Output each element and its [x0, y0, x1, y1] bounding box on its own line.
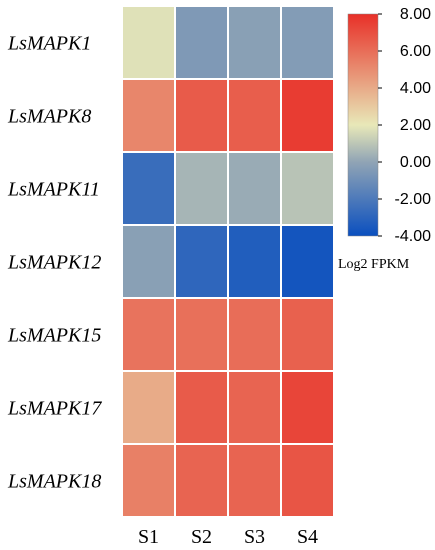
heatmap-cell-LsMAPK18-S2 [174, 443, 229, 518]
heatmap-cell-LsMAPK12-S1 [121, 224, 176, 299]
row-label: LsMAPK1 [7, 33, 91, 55]
heatmap-cell-LsMAPK15-S3 [227, 297, 282, 372]
heatmap-cell-LsMAPK11-S3 [227, 151, 282, 226]
row-label: LsMAPK8 [7, 106, 91, 128]
colorbar-tick-label: 2.00 [400, 117, 431, 134]
heatmap-cell-LsMAPK18-S3 [227, 443, 282, 518]
heatmap-cell-LsMAPK8-S4 [280, 78, 335, 153]
column-labels: S1 S2 S3 S4 [138, 526, 318, 548]
row-label: LsMAPK15 [7, 325, 101, 347]
colorbar-ticks: 8.00 6.00 4.00 2.00 0.00 -2.00 -4.00 [378, 6, 431, 245]
heatmap-cell-LsMAPK11-S4 [280, 151, 335, 226]
colorbar-tick-label: 6.00 [400, 43, 431, 60]
colorbar: 8.00 6.00 4.00 2.00 0.00 -2.00 -4.00 Log2 FPKM [338, 6, 431, 272]
heatmap-cell-LsMAPK12-S3 [227, 224, 282, 299]
colorbar-tick-label: -4.00 [395, 228, 432, 245]
heatmap-cell-LsMAPK18-S1 [121, 443, 176, 518]
heatmap-cell-LsMAPK15-S1 [121, 297, 176, 372]
heatmap-cell-LsMAPK17-S3 [227, 370, 282, 445]
heatmap-cell-LsMAPK12-S4 [280, 224, 335, 299]
colorbar-gradient [347, 13, 379, 237]
heatmap-cell-LsMAPK8-S1 [121, 78, 176, 153]
heatmap-cell-LsMAPK15-S2 [174, 297, 229, 372]
heatmap-cell-LsMAPK11-S1 [121, 151, 176, 226]
heatmap-cell-LsMAPK1-S1 [121, 5, 176, 80]
heatmap-cell-LsMAPK17-S2 [174, 370, 229, 445]
row-label: LsMAPK11 [7, 179, 100, 201]
row-label: LsMAPK12 [7, 252, 101, 274]
heatmap-cell-LsMAPK1-S3 [227, 5, 282, 80]
row-label: LsMAPK17 [7, 398, 102, 420]
colorbar-tick-label: 8.00 [400, 6, 431, 23]
column-label: S4 [297, 526, 318, 548]
heatmap-cell-LsMAPK1-S2 [174, 5, 229, 80]
heatmap-cell-LsMAPK1-S4 [280, 5, 335, 80]
colorbar-tick-label: 0.00 [400, 154, 431, 171]
column-label: S3 [244, 526, 265, 548]
colorbar-tick-label: 4.00 [400, 80, 431, 97]
heatmap-cell-LsMAPK15-S4 [280, 297, 335, 372]
heatmap-cell-LsMAPK11-S2 [174, 151, 229, 226]
heatmap-cell-LsMAPK8-S3 [227, 78, 282, 153]
heatmap-cell-LsMAPK18-S4 [280, 443, 335, 518]
column-label: S2 [191, 526, 212, 548]
column-label: S1 [138, 526, 159, 548]
colorbar-tick-label: -2.00 [395, 191, 432, 208]
heatmap-cell-LsMAPK12-S2 [174, 224, 229, 299]
row-label: LsMAPK18 [7, 471, 101, 493]
heatmap-cells [121, 5, 335, 518]
heatmap-cell-LsMAPK17-S4 [280, 370, 335, 445]
row-labels: LsMAPK1 LsMAPK8 LsMAPK11 LsMAPK12 LsMAPK15 Ls… [7, 33, 102, 493]
colorbar-title: Log2 FPKM [338, 257, 410, 272]
heatmap-cell-LsMAPK17-S1 [121, 370, 176, 445]
heatmap-cell-LsMAPK8-S2 [174, 78, 229, 153]
